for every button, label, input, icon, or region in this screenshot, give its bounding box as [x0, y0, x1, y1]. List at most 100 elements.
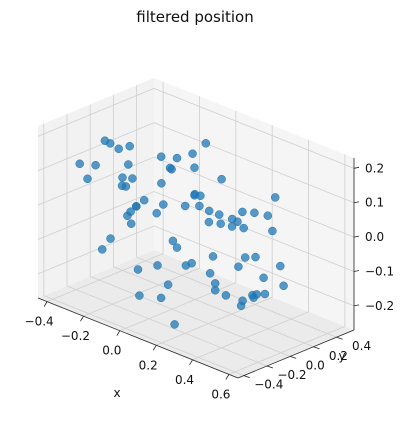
x-tick — [43, 301, 48, 307]
data-point — [156, 152, 166, 161]
data-point — [208, 252, 218, 261]
x-tick-label: −0.2 — [61, 329, 90, 343]
x-gridline — [156, 125, 273, 346]
gridlines — [37, 81, 355, 376]
y-axis-line — [237, 329, 355, 379]
z-tick-label: −0.1 — [365, 265, 394, 279]
x-tick — [189, 359, 193, 366]
data-point — [159, 200, 168, 209]
data-point — [276, 261, 285, 271]
data-point — [240, 253, 250, 262]
y-tick-label: −0.4 — [254, 378, 283, 392]
x-gridline — [228, 154, 346, 375]
data-point — [168, 236, 178, 246]
z-tick — [353, 201, 360, 204]
data-point — [128, 174, 137, 183]
data-point — [201, 139, 211, 148]
y-tick-label: 0.4 — [352, 339, 371, 353]
data-point — [216, 219, 225, 228]
data-point — [132, 202, 141, 211]
z-tick — [353, 166, 360, 169]
axis-lines — [37, 158, 355, 379]
data-point — [204, 206, 214, 216]
z-tick-label: 0.1 — [365, 196, 384, 210]
scatter-points — [75, 136, 288, 329]
y-tick — [290, 356, 297, 359]
z-tick-label: 0.2 — [365, 161, 384, 175]
data-point — [167, 165, 176, 174]
x-tick-label: 0.6 — [211, 387, 230, 401]
x-tick — [116, 330, 121, 336]
data-point — [172, 243, 182, 252]
x-tick-label: −0.4 — [25, 315, 54, 329]
data-point — [170, 320, 179, 329]
data-point — [227, 214, 237, 224]
z-tick-label: 0.0 — [365, 230, 384, 244]
x-tick-label: 0.2 — [139, 358, 158, 372]
z-gridline — [37, 122, 355, 204]
tick-labels: −0.4 −0.2 0.0 0.2 0.4 0.6 −0.4 −0.2 0.0 0.2 0.4 −0.… — [25, 161, 395, 401]
data-point — [260, 289, 270, 299]
data-point — [156, 293, 166, 303]
y-tick — [313, 346, 320, 350]
data-point — [279, 281, 288, 291]
data-point — [217, 174, 226, 184]
data-point — [204, 217, 214, 227]
data-point — [221, 291, 231, 300]
data-point — [190, 163, 199, 172]
z-tick — [353, 304, 360, 307]
floor-pane — [38, 250, 354, 378]
data-point — [234, 262, 243, 271]
x-axis-line — [37, 297, 239, 379]
z-gridline — [37, 87, 355, 169]
data-point — [252, 290, 261, 299]
data-point — [268, 226, 277, 236]
z-tick-label: −0.2 — [365, 299, 394, 313]
data-point — [205, 269, 215, 278]
z-gridline — [37, 191, 355, 272]
y-tick-label: 0.0 — [306, 358, 325, 372]
data-point — [163, 280, 173, 289]
data-point — [126, 207, 135, 216]
data-point — [75, 159, 84, 169]
x-tick — [225, 374, 230, 380]
data-point — [227, 222, 237, 231]
y-gridline — [89, 104, 291, 357]
data-point — [91, 160, 100, 170]
data-point — [153, 261, 162, 270]
z-tick — [353, 235, 360, 238]
y-tick — [243, 375, 250, 378]
data-point — [180, 201, 190, 211]
data-point — [83, 174, 92, 184]
z-tick — [353, 270, 360, 272]
data-point — [214, 210, 224, 219]
data-point — [118, 173, 127, 182]
x-tick-label: 0.4 — [175, 373, 194, 387]
data-point — [239, 223, 248, 233]
data-point — [259, 273, 268, 283]
data-point — [210, 286, 220, 295]
data-point — [270, 193, 280, 202]
y-axis-label: y — [338, 349, 345, 363]
data-point — [114, 144, 123, 154]
y-gridline — [66, 114, 268, 367]
data-point — [124, 160, 133, 169]
y-tick — [336, 336, 343, 340]
y-gridline — [136, 85, 337, 338]
data-point — [157, 179, 166, 188]
data-point — [238, 207, 247, 217]
data-point — [195, 201, 204, 211]
data-point — [133, 265, 143, 274]
data-point — [139, 195, 149, 205]
y-tick-label: 0.2 — [329, 349, 348, 363]
y-gridline — [43, 123, 244, 376]
data-point — [97, 245, 107, 254]
x-gridline — [192, 139, 309, 361]
data-point — [135, 291, 144, 300]
data-point — [125, 141, 134, 151]
y-gridline — [113, 94, 314, 348]
z-gridline — [37, 225, 355, 307]
data-point — [106, 234, 115, 243]
data-point — [190, 191, 199, 200]
